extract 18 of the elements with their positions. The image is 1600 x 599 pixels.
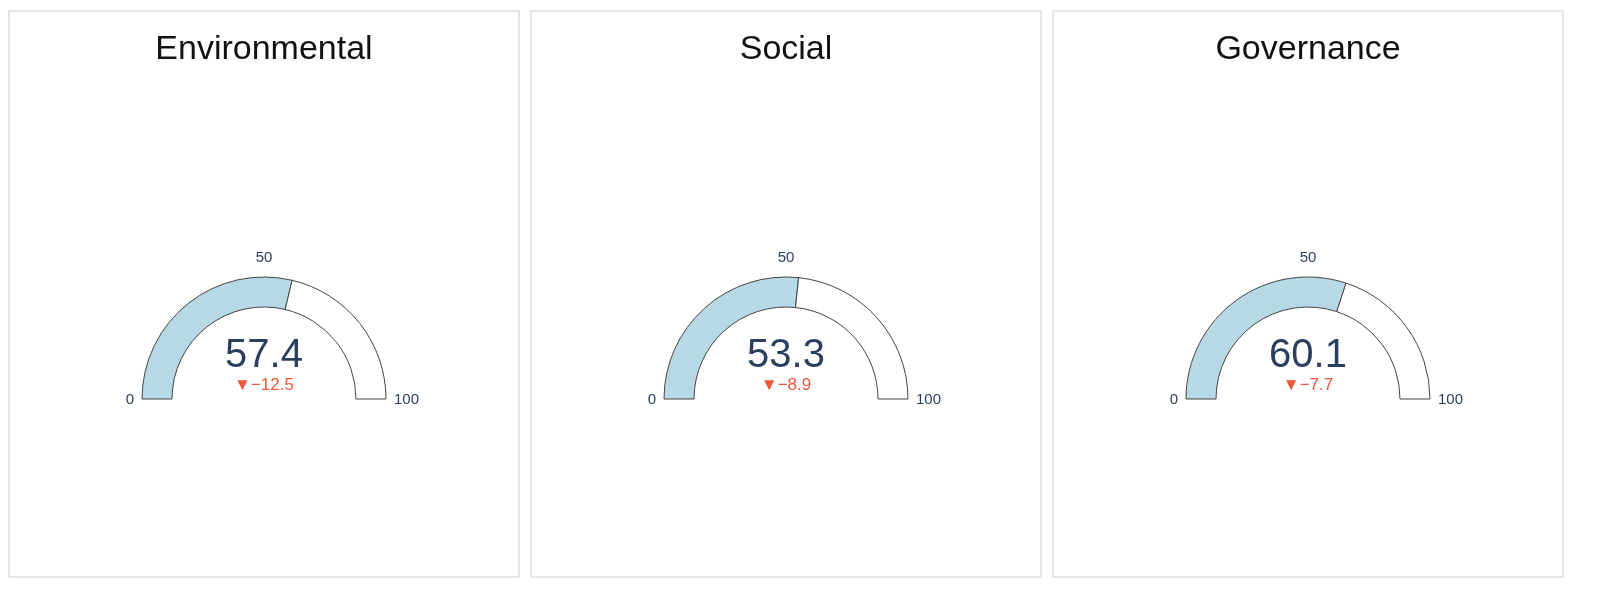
text: ▼−12.5 [234,375,294,394]
text: 0 [125,390,134,407]
text: 100 [1438,390,1464,407]
text: 50 [777,248,795,265]
text: 50 [1299,248,1317,265]
text: 50 [255,248,273,265]
chart-title: Environmental [155,28,373,66]
text: ▼−7.7 [1282,375,1334,394]
data-label: 53.3 [747,331,825,375]
chart-title: Social [739,28,833,66]
chart-title: Governance [1215,28,1401,66]
text: 0 [1169,390,1178,407]
text: ▼−8.9 [760,375,812,394]
data-label: 60.1 [1269,331,1347,375]
text: 0 [647,390,656,407]
data-label: 57.4 [225,331,303,375]
text: 100 [394,390,420,407]
text: 100 [916,390,942,407]
